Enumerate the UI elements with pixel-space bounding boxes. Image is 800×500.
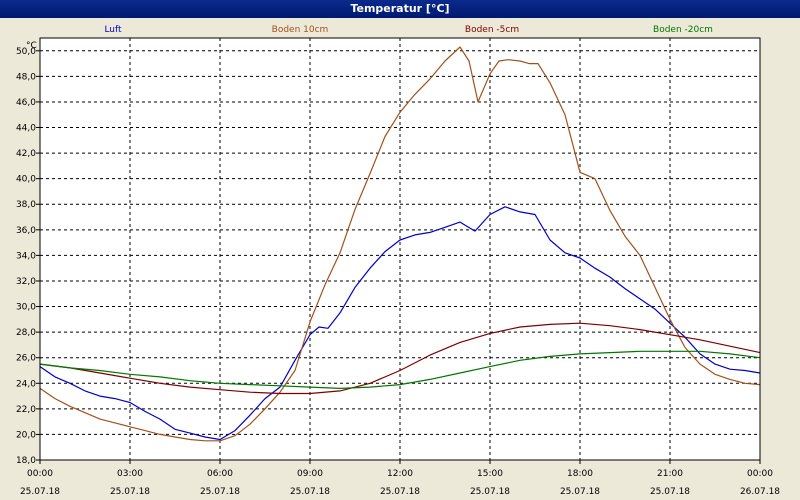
legend: Luft Boden 10cm Boden -5cm Boden -20cm: [104, 25, 713, 35]
series-group: [39, 46, 761, 442]
legend-entry: Boden 10cm: [272, 25, 329, 35]
legend-entry: Boden -5cm: [465, 25, 519, 35]
y-tick-label: 18,0: [16, 456, 36, 466]
x-tick-time-label: 00:00: [747, 469, 773, 479]
y-tick-label: 34,0: [16, 251, 36, 261]
y-tick-label: 30,0: [16, 303, 36, 313]
x-tick-time-label: 00:00: [27, 469, 53, 479]
chart-title: Temperatur [°C]: [350, 2, 450, 15]
series-line-2: [39, 46, 761, 442]
series-line-4: [39, 350, 761, 389]
y-tick-label: 48,0: [16, 72, 36, 82]
y-tick-label: 26,0: [16, 354, 36, 364]
series-line-1: [39, 206, 761, 441]
x-tick-date-label: 25.07.18: [110, 487, 150, 497]
x-tick-date-label: 25.07.18: [380, 487, 420, 497]
x-tick-time-label: 03:00: [117, 469, 143, 479]
legend-entry: Luft: [104, 25, 122, 35]
y-tick-label: 28,0: [16, 328, 36, 338]
y-tick-label: 46,0: [16, 98, 36, 108]
y-tick-label: 36,0: [16, 226, 36, 236]
x-axis: 00:00 25.07.18 03:00 25.07.18 06:00 25.07.18 0…: [20, 460, 780, 497]
y-tick-label: 42,0: [16, 149, 36, 159]
y-tick-label: 40,0: [16, 175, 36, 185]
x-tick-date-label: 25.07.18: [650, 487, 690, 497]
x-tick-date-label: 25.07.18: [470, 487, 510, 497]
x-tick-date-label: 25.07.18: [20, 487, 60, 497]
x-tick-time-label: 06:00: [207, 469, 233, 479]
legend-entry: Boden -20cm: [653, 25, 713, 35]
y-tick-label: 20,0: [16, 430, 36, 440]
x-tick-time-label: 18:00: [567, 469, 593, 479]
x-tick-date-label: 26.07.18: [740, 487, 780, 497]
y-tick-label: 24,0: [16, 379, 36, 389]
y-tick-label: 50,0: [16, 47, 36, 57]
x-tick-date-label: 25.07.18: [560, 487, 600, 497]
chart: Luft Boden 10cm Boden -5cm Boden -20cm °C 1…: [0, 18, 800, 500]
y-tick-label: 32,0: [16, 277, 36, 287]
x-tick-time-label: 12:00: [387, 469, 413, 479]
x-tick-time-label: 15:00: [477, 469, 503, 479]
y-tick-label: 38,0: [16, 200, 36, 210]
grid: [40, 38, 760, 460]
chart-title-bar: Temperatur [°C]: [0, 0, 800, 18]
y-axis: 18,0 20,0 22,0 24,0 26,0 28,0 30,0 32,0 34,0 36,0…: [16, 47, 40, 466]
series-line-3: [39, 322, 761, 395]
x-tick-date-label: 25.07.18: [200, 487, 240, 497]
x-tick-date-label: 25.07.18: [290, 487, 330, 497]
y-axis-unit-label: °C: [26, 41, 37, 51]
x-tick-time-label: 21:00: [657, 469, 683, 479]
y-tick-label: 22,0: [16, 405, 36, 415]
x-tick-time-label: 09:00: [297, 469, 323, 479]
y-tick-label: 44,0: [16, 124, 36, 134]
